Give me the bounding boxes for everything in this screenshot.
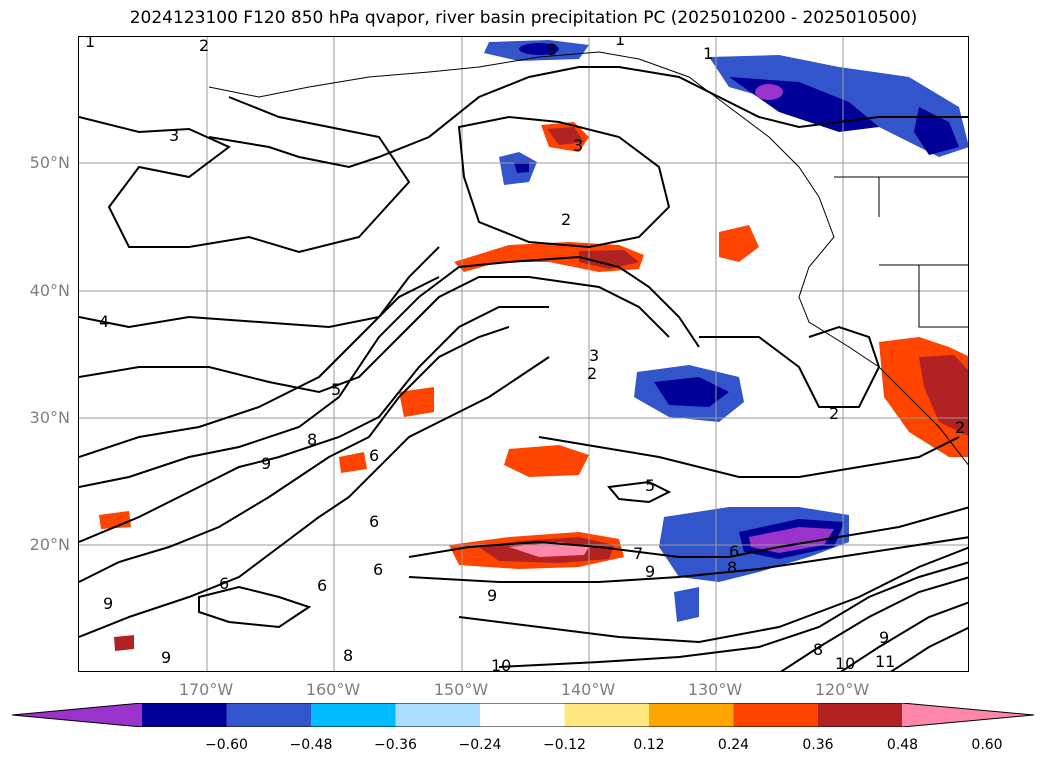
contour-label: 4 [99,312,109,331]
lat-label-50n: 50°N [29,153,70,172]
colorbar-segment [649,703,734,727]
contour-label: 3 [589,346,599,365]
contour-label: 5 [645,476,655,495]
colorbar-segment [818,703,903,727]
contour-label: 10 [491,656,511,672]
contour-label: 6 [373,560,383,579]
colorbar-tick-label: 0.48 [886,737,919,753]
colorbar-segment [226,703,312,727]
map-panel: 1 2 3 1 3 1 3 2 4 3 2 5 8 9 6 5 2 7 6 9 … [78,36,969,672]
contour-label: 9 [645,562,655,581]
lat-label-40n: 40°N [29,281,70,300]
contour-label: 2 [829,404,839,423]
contour-label: 6 [317,576,327,595]
graticule [79,37,968,671]
colorbar-segment [142,703,227,727]
coastlines [208,51,968,466]
qvapor-contours [79,66,968,671]
colorbar-tick-label: −0.60 [205,737,248,753]
contour-label: 6 [729,542,739,561]
lon-label-140w: 140°W [560,680,616,699]
contour-label: 9 [103,594,113,613]
contour-label: 9 [161,648,171,667]
map-canvas: 1 2 3 1 3 1 3 2 4 3 2 5 8 9 6 5 2 7 6 9 … [79,37,968,672]
contour-label: 6 [369,446,379,465]
map-title: 2024123100 F120 850 hPa qvapor, river ba… [129,8,918,28]
contour-label: 2 [587,364,597,383]
contour-label: 8 [813,640,823,659]
colorbar-tick-label: −0.12 [543,737,586,753]
colorbar-tick-label: −0.36 [374,737,417,753]
colorbar-segment [733,703,819,727]
lon-label-160w: 160°W [305,680,361,699]
colorbar-tick-label: 0.24 [717,737,750,753]
contour-label: 6 [219,574,229,593]
contour-label: 3 [547,40,557,59]
contour-label: 9 [261,454,271,473]
contour-label: 11 [875,652,895,671]
contour-label: 1 [703,44,713,63]
contour-label: 9 [487,586,497,605]
lon-label-170w: 170°W [178,680,234,699]
lon-label-120w: 120°W [814,680,870,699]
colorbar-tick-label: −0.24 [458,737,502,753]
colorbar-tick-label: 0.60 [971,737,1003,753]
colorbar-segment [311,703,396,727]
contour-label: 6 [369,512,379,531]
contour-label: 5 [331,380,341,399]
contour-label: 2 [955,418,965,437]
contour-label: 2 [561,210,571,229]
contour-label: 3 [169,126,179,145]
colorbar-extend-min [12,703,142,727]
contour-label: 1 [615,37,625,49]
lon-label-150w: 150°W [433,680,489,699]
contour-label: 8 [343,646,353,665]
lat-label-20n: 20°N [29,535,70,554]
contour-label: 9 [879,628,889,647]
lat-label-30n: 30°N [29,408,70,427]
contour-labels: 1 2 3 1 3 1 3 2 4 3 2 5 8 9 6 5 2 7 6 9 … [85,37,965,672]
contour-label: 8 [727,558,737,577]
colorbar-segment [480,703,565,727]
precip-anomalies [99,40,968,651]
contour-label: 2 [199,37,209,55]
colorbar-tick-label: −0.48 [289,737,333,753]
colorbar-segment [564,703,650,727]
contour-label: 10 [835,654,855,672]
colorbar-segment [395,703,481,727]
contour-label: 3 [573,136,583,155]
contour-label: 1 [85,37,95,51]
lon-label-130w: 130°W [687,680,743,699]
contour-label: 7 [633,544,643,563]
colorbar-tick-label: 0.36 [802,737,834,753]
colorbar-extend-max [902,703,1034,727]
contour-label: 8 [307,430,317,449]
colorbar-tick-label: 0.12 [633,737,665,753]
colorbar [12,703,1034,727]
